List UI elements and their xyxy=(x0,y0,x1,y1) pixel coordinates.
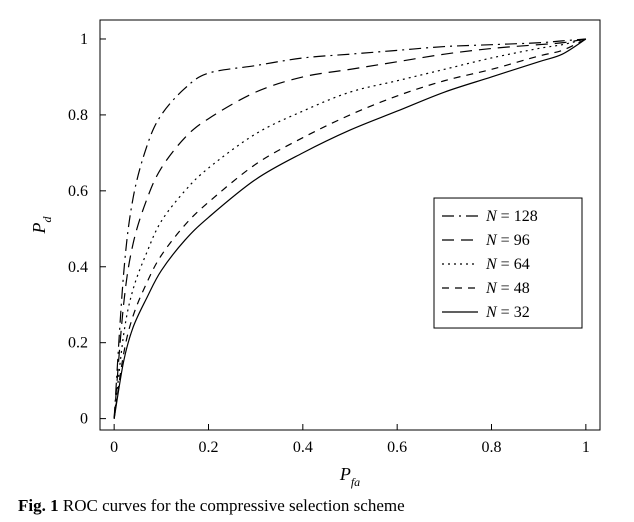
caption-text: ROC curves for the compressive selection… xyxy=(59,496,405,515)
legend-item-label: N = 96 xyxy=(485,232,530,249)
y-tick-label: 0.8 xyxy=(68,107,88,124)
legend-item-label: N = 128 xyxy=(485,208,538,225)
x-tick-label: 0.4 xyxy=(293,439,313,456)
x-tick-label: 0.8 xyxy=(482,439,502,456)
caption-prefix: Fig. 1 xyxy=(18,496,59,515)
y-tick-label: 1 xyxy=(80,31,88,48)
figure-caption: Fig. 1 ROC curves for the compressive se… xyxy=(18,496,405,516)
y-tick-label: 0.6 xyxy=(68,183,88,200)
x-tick-label: 0 xyxy=(110,439,118,456)
y-tick-label: 0.4 xyxy=(68,259,88,276)
x-tick-label: 1 xyxy=(582,439,590,456)
legend-item-label: N = 32 xyxy=(485,304,530,321)
x-tick-label: 0.2 xyxy=(198,439,218,456)
y-tick-label: 0 xyxy=(80,411,88,428)
legend-item-label: N = 48 xyxy=(485,280,530,297)
legend-item-label: N = 64 xyxy=(485,256,530,273)
x-tick-label: 0.6 xyxy=(387,439,407,456)
legend: N = 128 N = 96 N = 64 N = 48 N = 32 xyxy=(434,198,582,328)
roc-chart: 00.20.40.60.8100.20.40.60.81PfaPdN = 128… xyxy=(0,0,634,492)
y-tick-label: 0.2 xyxy=(68,335,88,352)
